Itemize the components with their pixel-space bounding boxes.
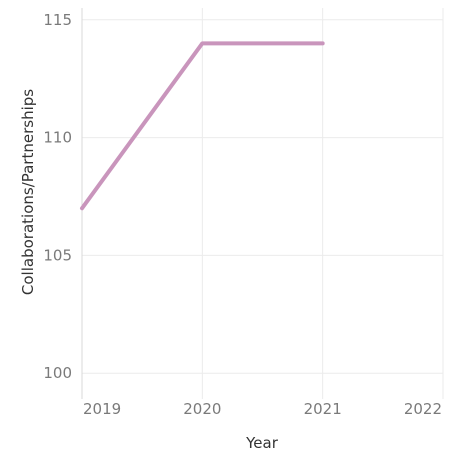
y-tick-label: 105 bbox=[43, 246, 72, 264]
x-tick-label: 2022 bbox=[404, 400, 442, 418]
y-tick-label: 110 bbox=[43, 129, 72, 147]
gridlines bbox=[81, 8, 444, 399]
y-axis-title: Collaborations/Partnerships bbox=[19, 89, 37, 295]
x-axis-title: Year bbox=[245, 434, 279, 452]
y-tick-label: 115 bbox=[43, 11, 72, 29]
series bbox=[80, 41, 325, 211]
y-tick-label: 100 bbox=[43, 364, 72, 382]
x-tick-label: 2019 bbox=[83, 400, 121, 418]
tick-labels: 100 105 110 115 2019 2020 2021 2022 bbox=[43, 11, 442, 418]
x-tick-label: 2020 bbox=[183, 400, 221, 418]
series-line bbox=[80, 41, 325, 211]
x-tick-label: 2021 bbox=[304, 400, 342, 418]
